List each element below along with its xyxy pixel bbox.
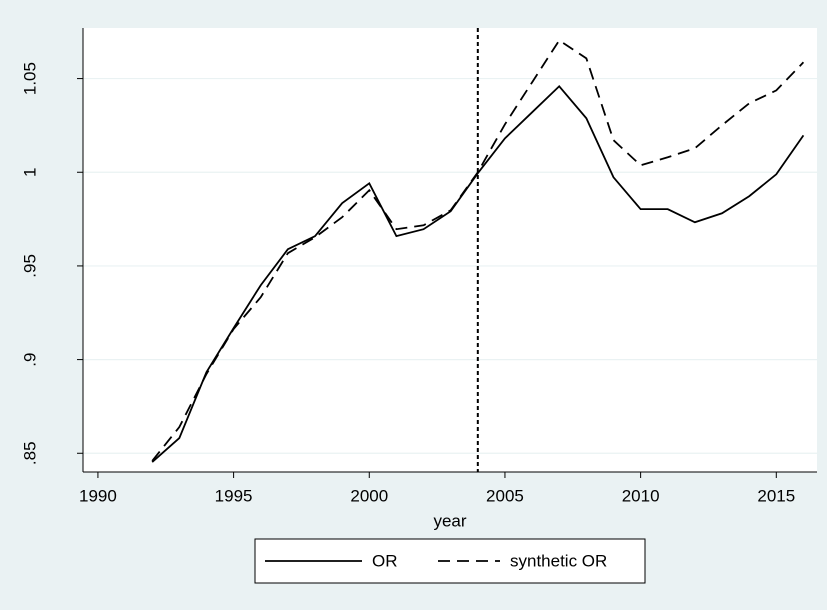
y-tick-label: .85 <box>20 441 39 465</box>
x-tick-label: 1995 <box>215 486 253 505</box>
plot-area <box>83 28 817 472</box>
y-tick-label: .9 <box>20 353 39 367</box>
x-tick-label: 2005 <box>486 486 524 505</box>
x-tick-label: 2010 <box>622 486 660 505</box>
y-tick-label: .95 <box>20 254 39 278</box>
x-tick-label: 1990 <box>79 486 117 505</box>
legend-label: synthetic OR <box>510 551 607 570</box>
x-axis-label: year <box>433 511 466 530</box>
y-tick-label: 1 <box>20 168 39 177</box>
x-tick-label: 2000 <box>350 486 388 505</box>
x-tick-label: 2015 <box>757 486 795 505</box>
series-line <box>151 39 805 462</box>
y-tick-label: 1.05 <box>20 62 39 95</box>
legend-label: OR <box>372 551 398 570</box>
